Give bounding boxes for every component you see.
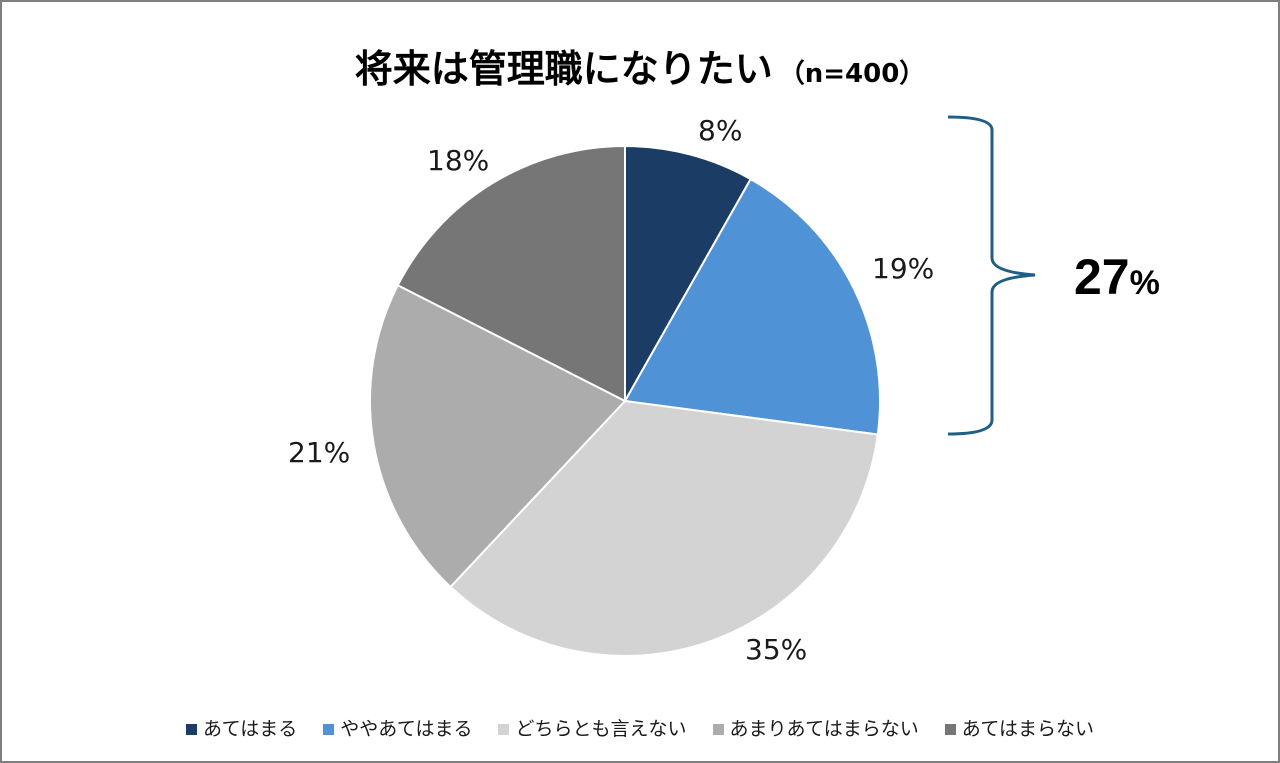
pie-slice	[449, 399, 879, 657]
legend-item: あてはまらない	[944, 714, 1094, 741]
data-label-slice-1: 8%	[698, 114, 743, 147]
data-label-slice-4: 21%	[288, 436, 351, 469]
legend-item: どちらとも言えない	[498, 714, 687, 741]
pie-slice	[623, 177, 881, 436]
legend-label: あまりあてはまらない	[729, 718, 919, 740]
legend-item: あてはまる	[185, 714, 298, 741]
legend-label: あてはまらない	[961, 718, 1094, 740]
total-value: 27	[1074, 249, 1130, 305]
pie-slice	[624, 144, 753, 405]
legend-swatch	[185, 724, 197, 735]
data-label-slice-3: 35%	[745, 633, 808, 666]
legend-swatch	[712, 724, 724, 735]
title-sample-size: （n=400）	[778, 59, 926, 89]
pie-slices	[369, 144, 881, 657]
brace-total-label: 27%	[1074, 248, 1160, 306]
legend: あてはまる ややあてはまる どちらとも言えない あまりあてはまらない あてはまら…	[0, 714, 1280, 741]
legend-swatch	[944, 724, 956, 735]
total-unit: %	[1129, 264, 1160, 302]
legend-item: あまりあてはまらない	[712, 714, 919, 741]
chart-title: 将来は管理職になりたい （n=400）	[0, 38, 1280, 93]
brace-annotation	[947, 115, 1036, 436]
data-label-slice-5: 18%	[427, 144, 490, 177]
legend-swatch	[323, 724, 335, 735]
legend-label: ややあてはまる	[340, 718, 473, 740]
pie-slice	[396, 144, 626, 403]
data-label-slice-2: 19%	[872, 252, 935, 285]
pie-slice	[369, 283, 627, 589]
legend-item: ややあてはまる	[323, 714, 472, 741]
title-main: 将来は管理職になりたい	[354, 47, 773, 91]
legend-swatch	[498, 724, 510, 735]
legend-label: あてはまる	[202, 718, 298, 740]
legend-label: どちらとも言えない	[515, 718, 687, 740]
